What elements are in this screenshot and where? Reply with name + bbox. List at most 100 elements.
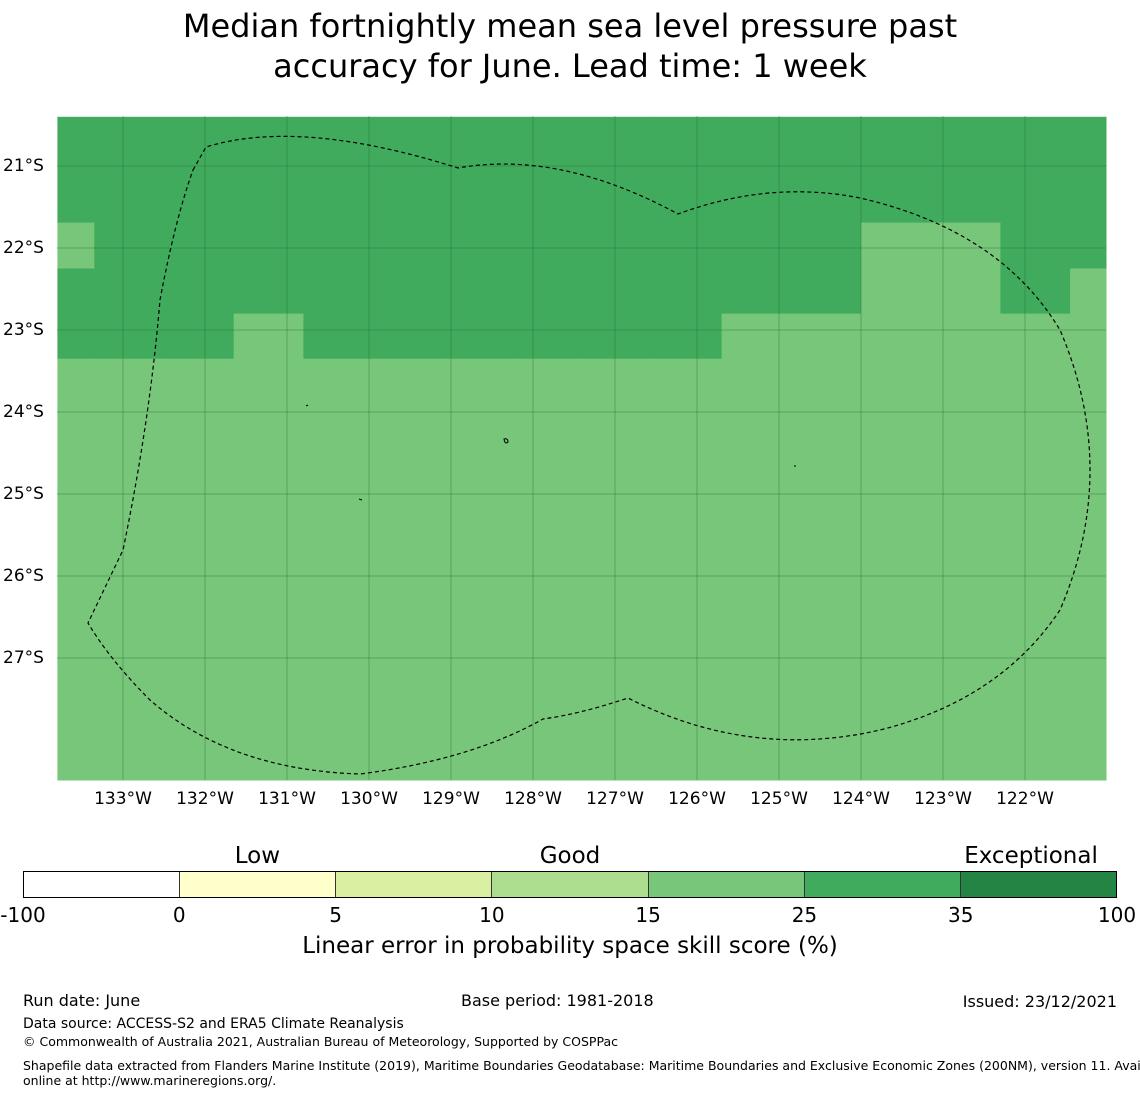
skill-cell	[1070, 268, 1107, 315]
skill-cell	[651, 116, 723, 224]
skill-cell	[233, 116, 304, 224]
shapefile-credit-line-1: Shapefile data extracted from Flanders M…	[23, 1058, 1140, 1073]
latitude-label: 27°S	[3, 648, 44, 668]
skill-cell	[442, 313, 513, 360]
latitude-label: 24°S	[3, 402, 44, 422]
skill-cell	[164, 116, 235, 224]
skill-cell	[1070, 116, 1107, 224]
island-mark	[305, 404, 309, 407]
skill-map	[57, 116, 1107, 781]
skill-cell	[930, 222, 1001, 269]
skill-cell	[582, 268, 653, 315]
skill-cell	[1000, 268, 1071, 315]
issued-date: Issued: 23/12/2021	[962, 992, 1117, 1011]
colorbar-segment	[804, 872, 961, 897]
skill-cell	[94, 116, 165, 224]
legend-category-label: Good	[539, 843, 601, 869]
skill-cell	[94, 313, 165, 360]
skill-cell	[1000, 222, 1071, 269]
skill-cell	[303, 222, 374, 269]
skill-cell	[861, 222, 932, 269]
skill-cell	[164, 358, 235, 781]
skill-cell	[861, 358, 932, 781]
skill-cell	[791, 116, 862, 224]
colorbar-tick-label: 15	[635, 903, 661, 927]
skill-cell	[930, 313, 1001, 360]
skill-cell	[512, 358, 583, 781]
colorbar-segment	[336, 872, 493, 897]
longitude-label: 133°W	[94, 789, 152, 809]
skill-cell	[303, 313, 374, 360]
skill-cell	[373, 358, 444, 781]
skill-cell	[164, 268, 235, 315]
skill-cell	[233, 358, 304, 781]
shapefile-credit-line-2: online at http://www.marineregions.org/.	[23, 1073, 277, 1088]
colorbar-segment	[492, 872, 649, 897]
colorbar-tick-label: 35	[947, 903, 974, 927]
skill-cell	[57, 222, 95, 269]
skill-cell	[233, 313, 304, 360]
skill-cell	[373, 268, 444, 315]
longitude-label: 126°W	[668, 789, 726, 809]
colorbar-tick-label: 0	[172, 903, 186, 927]
colorbar-segment	[960, 872, 1116, 897]
longitude-label: 123°W	[914, 789, 972, 809]
latitude-label: 23°S	[3, 320, 44, 340]
colorbar-segment	[648, 872, 805, 897]
latitude-label: 21°S	[3, 156, 44, 176]
island-mark	[503, 438, 509, 444]
longitude-label: 128°W	[504, 789, 562, 809]
colorbar-tick-label: -100	[0, 903, 46, 927]
map-title: Median fortnightly mean sea level pressu…	[0, 6, 1140, 86]
skill-cell	[1070, 222, 1107, 269]
skill-cell	[233, 222, 304, 269]
skill-cell	[303, 268, 374, 315]
latitude-label: 25°S	[3, 484, 44, 504]
legend-category-label: Low	[234, 843, 281, 869]
copyright-note: © Commonwealth of Australia 2021, Austra…	[23, 1034, 618, 1049]
skill-cell	[582, 313, 653, 360]
colorbar-segment	[180, 872, 337, 897]
skill-cell	[512, 222, 583, 269]
skill-cell	[442, 222, 513, 269]
skill-cell	[791, 358, 862, 781]
skill-cell	[57, 358, 95, 781]
longitude-label: 132°W	[176, 789, 234, 809]
legend-title: Linear error in probability space skill …	[302, 933, 838, 959]
skill-cell	[582, 222, 653, 269]
map-title-line-1: Median fortnightly mean sea level pressu…	[182, 7, 958, 45]
colorbar-tick-label: 10	[479, 903, 505, 927]
skill-cell	[442, 116, 513, 224]
skill-cell	[442, 268, 513, 315]
skill-cell	[861, 268, 932, 315]
run-date: Run date: June	[23, 991, 141, 1010]
skill-cell	[303, 358, 374, 781]
skill-cell	[373, 222, 444, 269]
skill-grid-cells	[57, 116, 1107, 781]
longitude-label: 122°W	[996, 789, 1054, 809]
skill-cell	[791, 313, 862, 360]
skill-cell	[651, 222, 723, 269]
skill-cell	[94, 222, 165, 269]
skill-cell	[721, 222, 792, 269]
eez-boundary-line	[87, 135, 1091, 775]
skill-cell	[721, 268, 792, 315]
skill-cell	[861, 313, 932, 360]
skill-cell	[164, 222, 235, 269]
skill-cell	[930, 268, 1001, 315]
skill-cell	[512, 313, 583, 360]
skill-cell	[582, 358, 653, 781]
skill-cell	[582, 116, 653, 224]
longitude-label: 130°W	[340, 789, 398, 809]
skill-cell	[57, 116, 95, 224]
legend-colorbar	[23, 871, 1117, 898]
latitude-label: 26°S	[3, 566, 44, 586]
skill-cell	[930, 116, 1001, 224]
longitude-label: 131°W	[258, 789, 316, 809]
skill-cell	[651, 313, 723, 360]
skill-cell	[512, 268, 583, 315]
skill-cell	[791, 268, 862, 315]
skill-cell	[442, 358, 513, 781]
legend-category-label: Exceptional	[964, 843, 1098, 869]
skill-cell	[512, 116, 583, 224]
